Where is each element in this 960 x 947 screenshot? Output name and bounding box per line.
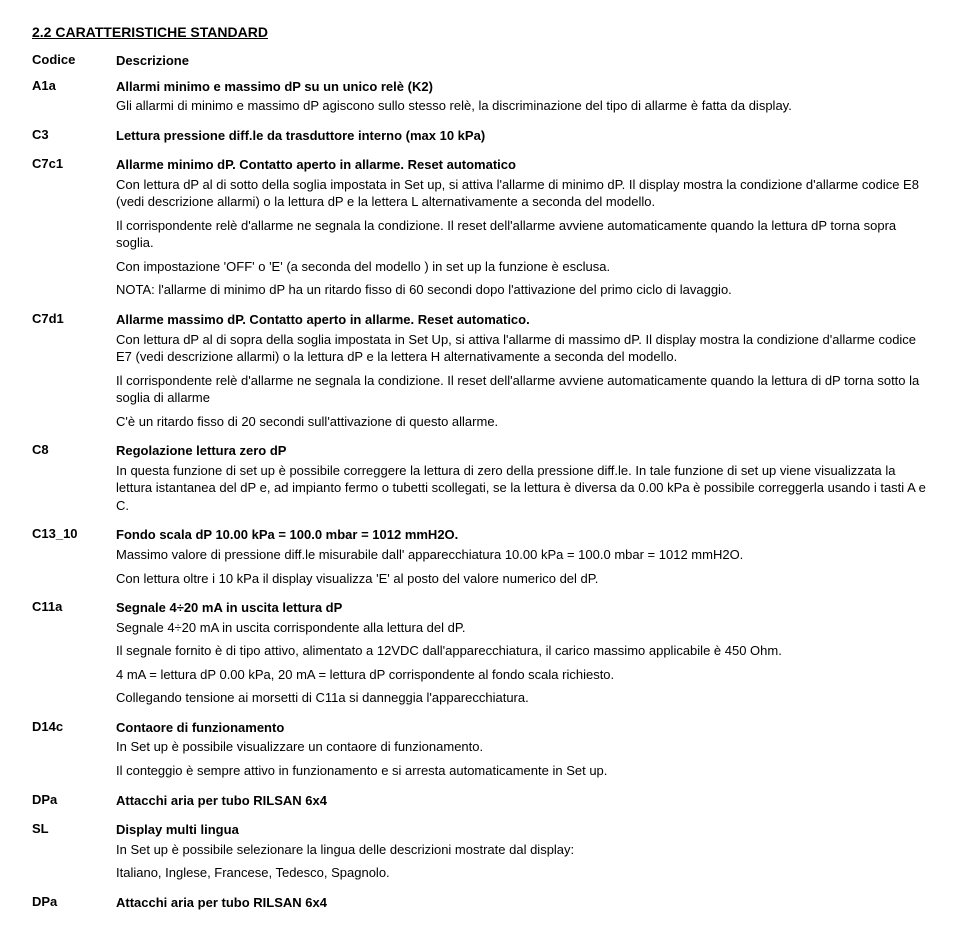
- entry-row: C3Lettura pressione diff.le da trasdutto…: [32, 127, 928, 147]
- entry-desc: Allarme massimo dP. Contatto aperto in a…: [116, 311, 928, 432]
- entry-code: C3: [32, 127, 116, 147]
- entry-code: SL: [32, 821, 116, 884]
- entry-desc: Fondo scala dP 10.00 kPa = 100.0 mbar = …: [116, 526, 928, 589]
- entry-title: Segnale 4÷20 mA in uscita lettura dP: [116, 599, 928, 617]
- entry-row: DPaAttacchi aria per tubo RILSAN 6x4: [32, 792, 928, 812]
- entry-desc: Regolazione lettura zero dP In questa fun…: [116, 442, 928, 516]
- entry-title: Allarme massimo dP. Contatto aperto in a…: [116, 311, 928, 329]
- entry-row: A1aAllarmi minimo e massimo dP su un uni…: [32, 78, 928, 117]
- entry-title: Contaore di funzionamento: [116, 719, 928, 737]
- entry-title: Lettura pressione diff.le da trasduttore…: [116, 127, 928, 145]
- entry-title: Fondo scala dP 10.00 kPa = 100.0 mbar = …: [116, 526, 928, 544]
- entry-row: C13_10Fondo scala dP 10.00 kPa = 100.0 m…: [32, 526, 928, 589]
- entry-desc: Lettura pressione diff.le da trasduttore…: [116, 127, 928, 147]
- entry-desc: Attacchi aria per tubo RILSAN 6x4: [116, 894, 928, 914]
- header-code: Codice: [32, 52, 116, 70]
- entry-row: SLDisplay multi lingua In Set up è possib…: [32, 821, 928, 884]
- entry-code: C7d1: [32, 311, 116, 432]
- section-title: 2.2 CARATTERISTICHE STANDARD: [32, 24, 928, 40]
- entry-paragraph: NOTA: l'allarme di minimo dP ha un ritar…: [116, 281, 928, 299]
- entry-paragraph: Il corrispondente relè d'allarme ne segn…: [116, 217, 928, 252]
- entry-title: Display multi lingua: [116, 821, 928, 839]
- entry-title: Regolazione lettura zero dP: [116, 442, 928, 460]
- table-header: Codice Descrizione: [32, 52, 928, 70]
- entry-desc: Contaore di funzionamentoIn Set up è pos…: [116, 719, 928, 782]
- entry-paragraph: Italiano, Inglese, Francese, Tedesco, Sp…: [116, 864, 928, 882]
- entry-paragraph: Il corrispondente relè d'allarme ne segn…: [116, 372, 928, 407]
- entry-paragraph: Collegando tensione ai morsetti di C11a …: [116, 689, 928, 707]
- entry-desc: Allarmi minimo e massimo dP su un unico …: [116, 78, 928, 117]
- entry-paragraph: In Set up è possibile selezionare la lin…: [116, 841, 928, 859]
- entry-desc: Attacchi aria per tubo RILSAN 6x4: [116, 792, 928, 812]
- entry-row: C7c1Allarme minimo dP. Contatto aperto i…: [32, 156, 928, 301]
- entry-desc: Segnale 4÷20 mA in uscita lettura dP Segn…: [116, 599, 928, 709]
- entry-paragraph: Il segnale fornito è di tipo attivo, ali…: [116, 642, 928, 660]
- entry-paragraph: Gli allarmi di minimo e massimo dP agisc…: [116, 97, 928, 115]
- entry-paragraph: Massimo valore di pressione diff.le misu…: [116, 546, 928, 564]
- entry-paragraph: Con lettura dP al di sopra della soglia …: [116, 331, 928, 366]
- entry-desc: Allarme minimo dP. Contatto aperto in al…: [116, 156, 928, 301]
- entry-paragraph: Con impostazione 'OFF' o 'E' (a seconda …: [116, 258, 928, 276]
- entry-desc: Display multi lingua In Set up è possibil…: [116, 821, 928, 884]
- entry-code: C11a: [32, 599, 116, 709]
- entry-code: DPa: [32, 894, 116, 914]
- entry-code: D14c: [32, 719, 116, 782]
- entry-row: D14cContaore di funzionamentoIn Set up è…: [32, 719, 928, 782]
- entry-paragraph: Segnale 4÷20 mA in uscita corrispondente…: [116, 619, 928, 637]
- entry-title: Allarmi minimo e massimo dP su un unico …: [116, 78, 928, 96]
- entry-row: C7d1Allarme massimo dP. Contatto aperto …: [32, 311, 928, 432]
- entry-title: Attacchi aria per tubo RILSAN 6x4: [116, 792, 928, 810]
- entry-paragraph: Con lettura dP al di sotto della soglia …: [116, 176, 928, 211]
- entry-paragraph: In Set up è possibile visualizzare un co…: [116, 738, 928, 756]
- entry-code: A1a: [32, 78, 116, 117]
- entry-paragraph: Con lettura oltre i 10 kPa il display vi…: [116, 570, 928, 588]
- entry-code: C13_10: [32, 526, 116, 589]
- entry-paragraph: In questa funzione di set up è possibile…: [116, 462, 928, 515]
- entry-row: C11aSegnale 4÷20 mA in uscita lettura dP…: [32, 599, 928, 709]
- entry-code: C8: [32, 442, 116, 516]
- entry-code: C7c1: [32, 156, 116, 301]
- header-desc: Descrizione: [116, 52, 928, 70]
- entry-code: DPa: [32, 792, 116, 812]
- entry-title: Allarme minimo dP. Contatto aperto in al…: [116, 156, 928, 174]
- entry-paragraph: 4 mA = lettura dP 0.00 kPa, 20 mA = lett…: [116, 666, 928, 684]
- entry-row: C8Regolazione lettura zero dP In questa f…: [32, 442, 928, 516]
- entry-paragraph: C'è un ritardo fisso di 20 secondi sull'…: [116, 413, 928, 431]
- entry-paragraph: Il conteggio è sempre attivo in funziona…: [116, 762, 928, 780]
- entry-row: DPaAttacchi aria per tubo RILSAN 6x4: [32, 894, 928, 914]
